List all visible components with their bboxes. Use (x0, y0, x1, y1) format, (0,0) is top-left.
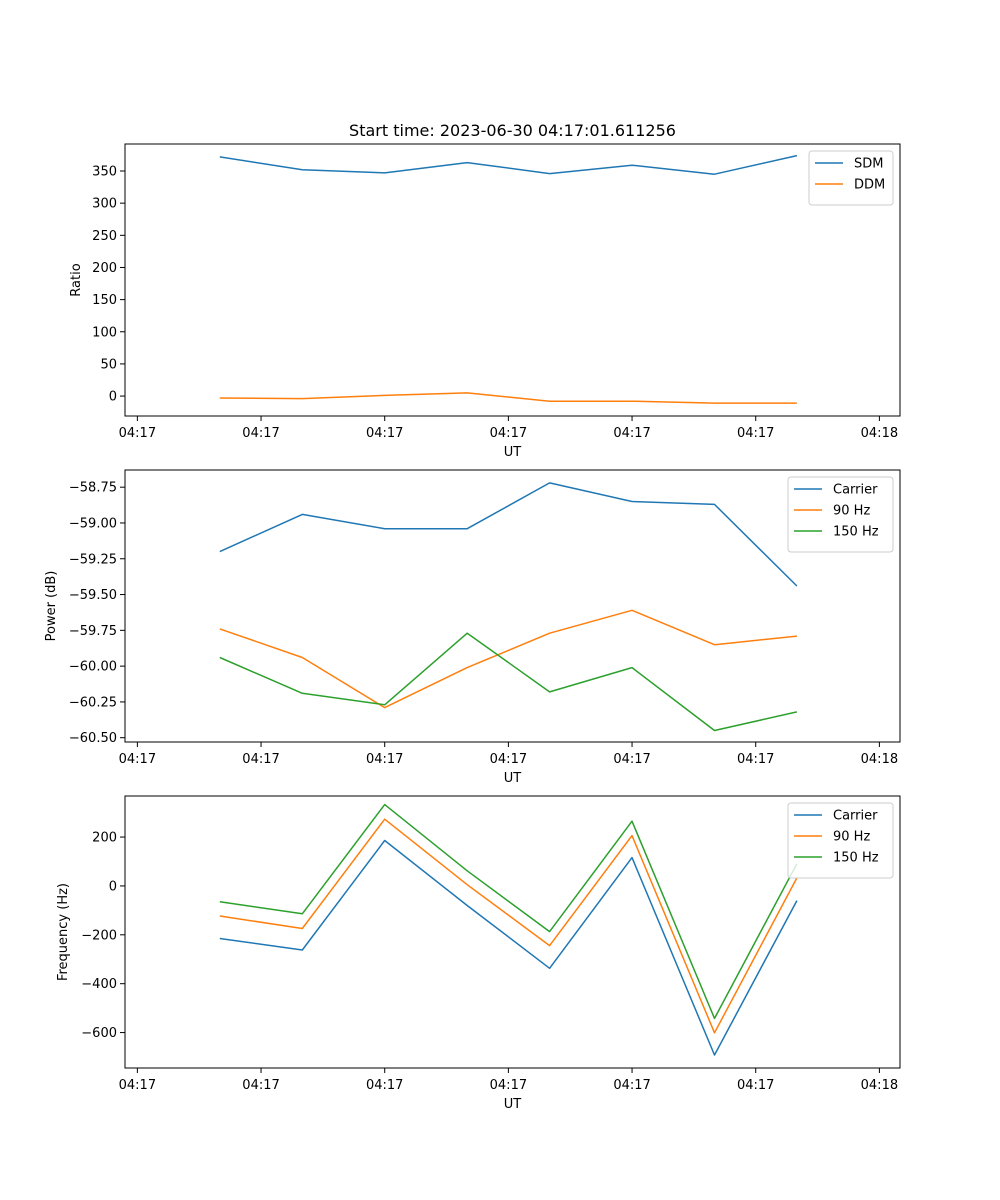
y-tick-label: 150 (92, 293, 117, 308)
legend-entry-label: 90 Hz (833, 504, 870, 519)
legend: Carrier 90 Hz 150 Hz (787, 802, 894, 879)
x-tick-label: 04:17 (242, 1078, 279, 1093)
chart-panel-3: −600 −400 −200 0 200 04:17 04:17 04:17 04:17 04:1… (56, 795, 901, 1112)
x-tick-label: 04:17 (242, 426, 279, 441)
x-tick-label: 04:18 (861, 752, 898, 767)
legend-box (787, 476, 894, 553)
y-axis-label: Frequency (Hz) (56, 883, 71, 981)
series-line-carrier (219, 482, 798, 587)
series-line-sdm (219, 154, 798, 175)
x-tick-label: 04:17 (613, 1078, 650, 1093)
chart-panel-1: 0 50 100 150 200 250 300 350 04:17 04:17 04:17 04:1… (69, 143, 901, 460)
axes-frame (124, 143, 901, 417)
legend-entry-label: 90 Hz (833, 830, 870, 845)
x-tick-label: 04:17 (737, 426, 774, 441)
x-tick-label: 04:17 (490, 752, 527, 767)
y-tick-label: 200 (92, 831, 117, 846)
y-tick-label: −60.00 (69, 660, 117, 675)
x-tick-label: 04:17 (490, 426, 527, 441)
axes-frame (124, 469, 901, 743)
y-tick-label: 0 (109, 390, 117, 405)
series-line-90-hz (219, 818, 798, 1034)
y-axis-label: Ratio (69, 263, 84, 296)
x-tick-label: 04:18 (861, 1078, 898, 1093)
y-tick-label: −200 (81, 928, 117, 943)
y-tick-label: 350 (92, 165, 117, 180)
x-tick-label: 04:17 (366, 426, 403, 441)
y-tick-label: 50 (100, 357, 117, 372)
y-tick-label: −59.00 (69, 516, 117, 531)
y-tick-label: −60.25 (69, 695, 117, 710)
y-tick-label: −58.75 (69, 481, 117, 496)
x-tick-label: 04:17 (366, 1078, 403, 1093)
legend-box (787, 802, 894, 879)
x-axis-label: UT (504, 445, 522, 460)
y-tick-label: 300 (92, 197, 117, 212)
series-line-ddm (219, 392, 797, 404)
x-tick-label: 04:17 (737, 752, 774, 767)
legend-entry-label: DDM (854, 178, 885, 193)
axes-frame (124, 795, 901, 1069)
y-tick-label: −400 (81, 977, 117, 992)
figure-title: Start time: 2023-06-30 04:17:01.611256 (349, 121, 676, 140)
y-tick-label: −59.75 (69, 624, 117, 639)
series-line-90-hz (219, 609, 797, 709)
x-tick-label: 04:18 (861, 426, 898, 441)
legend-entry-label: Carrier (833, 483, 878, 498)
series-line-150-hz (219, 803, 798, 1020)
y-tick-label: 200 (92, 261, 117, 276)
x-tick-label: 04:17 (613, 752, 650, 767)
y-tick-label: −59.50 (69, 588, 117, 603)
x-tick-label: 04:17 (119, 426, 156, 441)
x-tick-label: 04:17 (613, 426, 650, 441)
x-tick-label: 04:17 (737, 1078, 774, 1093)
x-tick-label: 04:17 (119, 752, 156, 767)
y-tick-label: 250 (92, 229, 117, 244)
legend-entry-label: 150 Hz (833, 525, 879, 540)
x-tick-label: 04:17 (242, 752, 279, 767)
y-tick-label: 0 (109, 879, 117, 894)
x-axis-label: UT (504, 771, 522, 786)
series-line-carrier (219, 839, 798, 1056)
chart-panel-2: −60.50 −60.25 −60.00 −59.75 −59.50 −59.25 −59.… (44, 469, 901, 786)
legend-entry-label: Carrier (833, 809, 878, 824)
legend: Carrier 90 Hz 150 Hz (787, 476, 894, 553)
y-axis-label: Power (dB) (44, 571, 59, 642)
x-tick-label: 04:17 (490, 1078, 527, 1093)
x-axis-label: UT (504, 1097, 522, 1112)
legend-entry-label: 150 Hz (833, 851, 879, 866)
series-line-150-hz (219, 632, 798, 732)
y-tick-label: −60.50 (69, 731, 117, 746)
legend: SDM DDM (808, 150, 894, 206)
x-tick-label: 04:17 (366, 752, 403, 767)
legend-box (808, 150, 894, 206)
y-tick-label: −600 (81, 1026, 117, 1041)
y-tick-label: −59.25 (69, 552, 117, 567)
legend-entry-label: SDM (854, 157, 883, 172)
x-tick-label: 04:17 (119, 1078, 156, 1093)
y-tick-label: 100 (92, 325, 117, 340)
